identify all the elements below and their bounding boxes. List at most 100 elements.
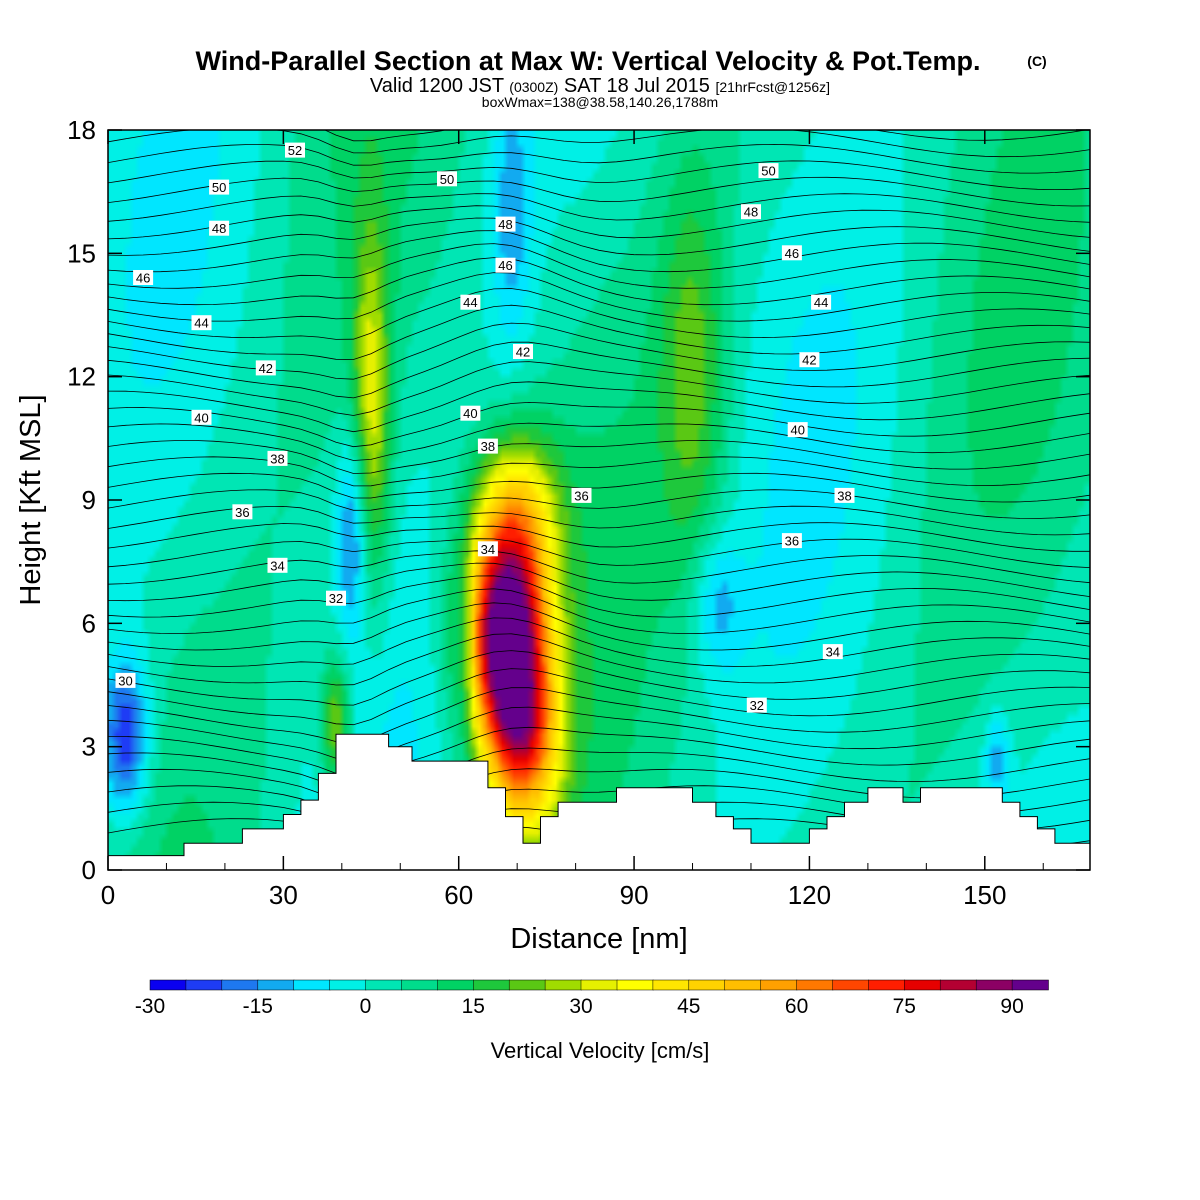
y-tick-label: 18 (67, 115, 96, 145)
svg-text:40: 40 (194, 410, 208, 425)
theta-contour-label: 36 (781, 533, 802, 549)
theta-contour-line (108, 217, 1090, 256)
svg-text:40: 40 (463, 406, 477, 421)
theta-contour-label: 42 (799, 352, 820, 368)
theta-contour-label: 34 (477, 541, 498, 557)
theta-contour-line (108, 668, 1090, 726)
colorbar-swatch (939, 979, 977, 991)
colorbar-swatch (975, 979, 1013, 991)
svg-text:44: 44 (814, 295, 828, 310)
theta-contour-label: 36 (571, 487, 592, 503)
svg-text:40: 40 (790, 423, 804, 438)
theta-contour-label: 36 (232, 504, 253, 520)
svg-text:42: 42 (516, 345, 530, 360)
svg-text:46: 46 (785, 246, 799, 261)
theta-contour-line (108, 575, 1090, 618)
theta-contour-label: 40 (787, 422, 808, 438)
theta-contour-line (108, 304, 1090, 360)
colorbar-swatch (401, 979, 439, 991)
terrain-outline (108, 733, 1090, 870)
theta-contour-label: 50 (209, 179, 230, 195)
theta-contour-line (108, 602, 1090, 651)
colorbar-swatch (868, 979, 906, 991)
colorbar-swatch (329, 979, 367, 991)
colorbar-tick-label: -15 (243, 995, 273, 1018)
chart-title: Wind-Parallel Section at Max W: Vertical… (196, 46, 981, 76)
colorbar-tick-label: 90 (1000, 995, 1023, 1018)
theta-contour-label: 46 (781, 245, 802, 261)
theta-contour-line (108, 505, 1090, 536)
svg-text:48: 48 (498, 217, 512, 232)
x-tick-label: 60 (444, 880, 473, 910)
colorbar-swatch (257, 979, 295, 991)
theta-contour-label: 44 (811, 294, 832, 310)
x-tick-label: 120 (788, 880, 831, 910)
svg-text:34: 34 (826, 645, 840, 660)
x-tick-label: 90 (620, 880, 649, 910)
theta-contour-label: 40 (460, 405, 481, 421)
colorbar-swatch (293, 979, 331, 991)
colorbar-swatch (760, 979, 798, 991)
theta-contour-line (108, 633, 1090, 686)
theta-contour-line (108, 361, 1090, 416)
svg-text:38: 38 (270, 451, 284, 466)
colorbar-swatch (437, 979, 475, 991)
theta-contour-line (108, 160, 1090, 191)
y-axis-label: Height [Kft MSL] (15, 394, 47, 605)
svg-text:42: 42 (802, 353, 816, 368)
theta-contour-line (108, 706, 1090, 762)
colorbar: -30 -15 0 15 30 45 60 75 90 (135, 979, 1049, 1018)
forecast-tag: [21hrFcst@1256z] (715, 79, 830, 95)
theta-contour-label: 32 (326, 590, 346, 606)
svg-text:32: 32 (750, 698, 764, 713)
theta-contour-line (108, 538, 1090, 568)
theta-contour-line (108, 205, 1090, 240)
svg-text:36: 36 (785, 534, 799, 549)
colorbar-swatch (580, 979, 618, 991)
theta-contour-line (323, 130, 1088, 142)
svg-text:48: 48 (744, 205, 758, 220)
theta-contour-line (108, 243, 1090, 289)
terrain-mask (108, 734, 1090, 870)
svg-text:44: 44 (463, 295, 477, 310)
box-info: boxWmax=138@38.58,140.26,1788m (482, 94, 718, 110)
colorbar-swatch (904, 979, 941, 991)
theta-contour-line (108, 288, 1090, 340)
vertical-velocity-heatmap (108, 130, 1090, 870)
theta-contour-label: 48 (209, 220, 230, 236)
svg-text:38: 38 (481, 439, 495, 454)
theta-contour-line (108, 562, 1090, 602)
theta-contour-line (108, 422, 1090, 461)
valid-z: (0300Z) (509, 79, 558, 95)
colorbar-tick-label: 15 (462, 995, 485, 1018)
theta-contour-line (108, 176, 1090, 207)
colorbar-tick-label: 0 (360, 995, 372, 1018)
valid-prefix: Valid 1200 JST (370, 75, 504, 97)
svg-text:46: 46 (498, 258, 512, 273)
colorbar-tick-label: 60 (785, 995, 808, 1018)
svg-text:34: 34 (481, 542, 495, 557)
theta-contour-line (108, 272, 1090, 322)
theta-contour-line (108, 257, 1090, 306)
theta-contour-line (108, 193, 1090, 223)
theta-contour-label: 42 (255, 360, 276, 376)
theta-contour-line (108, 617, 1090, 667)
colorbar-swatch (473, 979, 510, 991)
y-tick-label: 9 (82, 485, 96, 515)
theta-contour-label: 30 (115, 672, 136, 688)
y-tick-label: 15 (67, 238, 96, 268)
colorbar-swatch (221, 979, 259, 991)
colorbar-swatch (688, 979, 726, 991)
theta-contour-line (108, 588, 1090, 635)
valid-date: SAT 18 Jul 2015 (564, 75, 710, 97)
colorbar-swatch (508, 979, 546, 991)
colorbar-swatch (832, 979, 870, 991)
x-tick-label: 0 (101, 880, 115, 910)
theta-contour-line (108, 341, 1090, 399)
colorbar-tick-label: 75 (893, 995, 916, 1018)
colorbar-swatch (616, 979, 654, 991)
y-tick-label: 3 (82, 732, 96, 762)
theta-contour-line (108, 472, 1090, 503)
y-tick-label: 12 (67, 362, 96, 392)
theta-contour-line (108, 522, 1090, 552)
